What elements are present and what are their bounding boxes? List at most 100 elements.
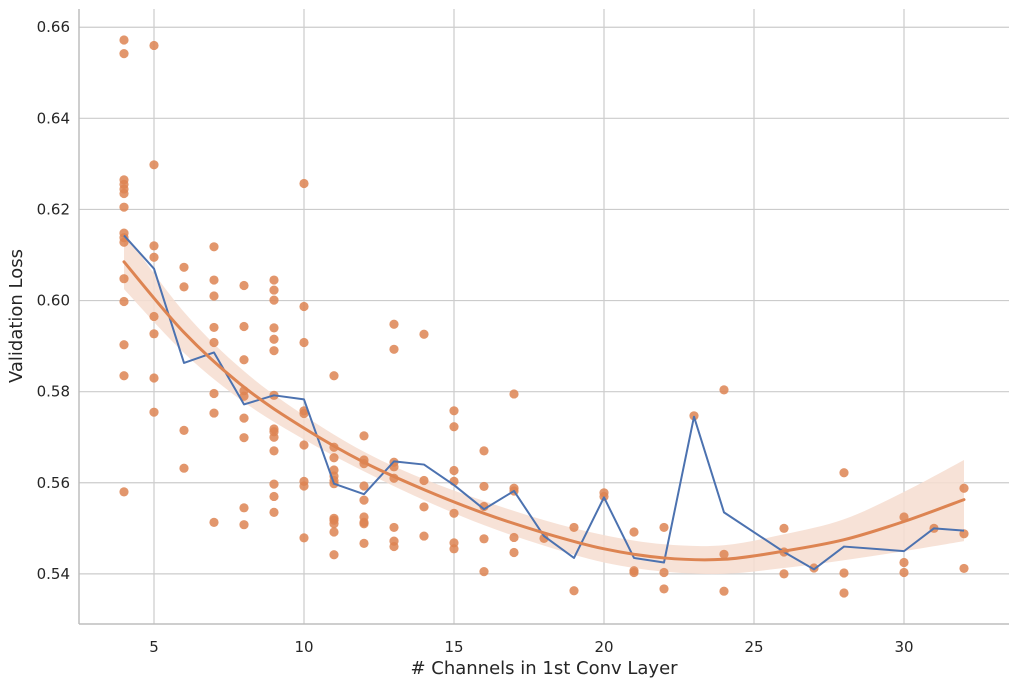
data-point	[149, 252, 159, 262]
confidence-band-layer	[124, 232, 964, 575]
data-point	[269, 334, 279, 344]
data-point	[629, 567, 639, 578]
data-point	[509, 532, 519, 543]
data-point	[149, 40, 159, 51]
y-tick-label: 0.66	[37, 18, 70, 36]
data-point	[569, 522, 579, 533]
data-point	[119, 237, 129, 247]
data-point	[209, 322, 219, 333]
data-point	[269, 323, 279, 333]
data-point	[479, 567, 489, 577]
data-point	[269, 491, 279, 502]
y-tick-label: 0.60	[37, 292, 70, 310]
x-tick-label: 10	[294, 638, 313, 656]
data-point	[959, 563, 969, 574]
data-point	[209, 291, 219, 301]
x-tick-label: 15	[444, 638, 463, 656]
data-point	[119, 274, 129, 284]
data-point	[209, 242, 219, 252]
data-point	[149, 329, 159, 339]
data-point	[959, 483, 969, 493]
data-point	[209, 275, 219, 285]
data-point	[719, 586, 729, 596]
y-tick-label: 0.64	[37, 109, 70, 127]
x-tick-label: 20	[594, 638, 613, 656]
data-point	[329, 453, 339, 463]
x-tick-label: 30	[894, 638, 913, 656]
data-point	[419, 475, 429, 486]
data-point	[239, 433, 249, 443]
data-point	[359, 495, 369, 505]
y-tick-label: 0.54	[37, 565, 70, 583]
y-tick-labels: 0.54 0.56 0.58 0.60 0.62 0.64 0.66	[37, 18, 70, 583]
data-point	[209, 337, 219, 348]
data-point	[119, 296, 129, 307]
data-point	[239, 413, 249, 423]
data-point	[209, 388, 219, 399]
data-point	[329, 527, 339, 537]
data-point	[779, 569, 789, 579]
data-point	[899, 557, 909, 568]
data-point	[539, 533, 549, 543]
data-point	[449, 508, 459, 518]
data-point	[269, 432, 279, 442]
y-tick-label: 0.56	[37, 474, 70, 492]
fit-curve	[122, 260, 966, 562]
data-point	[239, 355, 249, 365]
data-point	[269, 446, 279, 456]
data-point	[329, 519, 339, 529]
y-tick-label: 0.62	[37, 200, 70, 218]
data-point	[809, 563, 819, 573]
data-point	[239, 520, 249, 530]
x-tick-label: 25	[744, 638, 763, 656]
data-point	[389, 522, 399, 533]
data-point	[209, 517, 219, 528]
axes	[78, 9, 1009, 625]
data-point	[389, 541, 399, 552]
data-point	[269, 479, 279, 489]
y-axis-label: Validation Loss	[6, 249, 27, 383]
confidence-band	[124, 232, 964, 575]
x-axis-label: # Channels in 1st Conv Layer	[410, 658, 678, 679]
data-point	[269, 507, 279, 517]
data-point	[239, 280, 249, 291]
data-point	[479, 481, 489, 492]
data-point	[179, 425, 189, 435]
data-point	[659, 567, 669, 578]
data-point	[629, 527, 639, 537]
data-point	[479, 534, 489, 544]
data-point	[119, 371, 129, 381]
data-point	[509, 389, 519, 399]
data-point	[359, 519, 369, 529]
data-point	[149, 407, 159, 417]
regression-fit-layer	[122, 260, 966, 562]
data-point	[569, 586, 579, 596]
data-point	[269, 275, 279, 285]
data-point	[389, 344, 399, 354]
data-point	[119, 340, 129, 350]
scatter-points	[119, 35, 969, 598]
data-point	[269, 346, 279, 356]
data-point	[119, 49, 129, 59]
data-point	[119, 202, 129, 212]
data-point	[299, 440, 309, 450]
data-point	[779, 523, 789, 533]
y-tick-label: 0.58	[37, 383, 70, 401]
data-point	[959, 529, 969, 539]
data-point	[449, 406, 459, 416]
data-point	[659, 522, 669, 533]
data-point	[329, 550, 339, 560]
data-point	[179, 262, 189, 272]
data-point	[839, 468, 849, 478]
data-point	[449, 465, 459, 476]
data-point	[239, 321, 249, 332]
data-point	[419, 531, 429, 541]
data-point	[419, 502, 429, 512]
data-point	[839, 568, 849, 578]
data-point	[389, 319, 399, 329]
data-point	[119, 35, 129, 45]
data-point	[479, 446, 489, 456]
data-point	[299, 337, 309, 348]
data-point	[239, 503, 249, 513]
